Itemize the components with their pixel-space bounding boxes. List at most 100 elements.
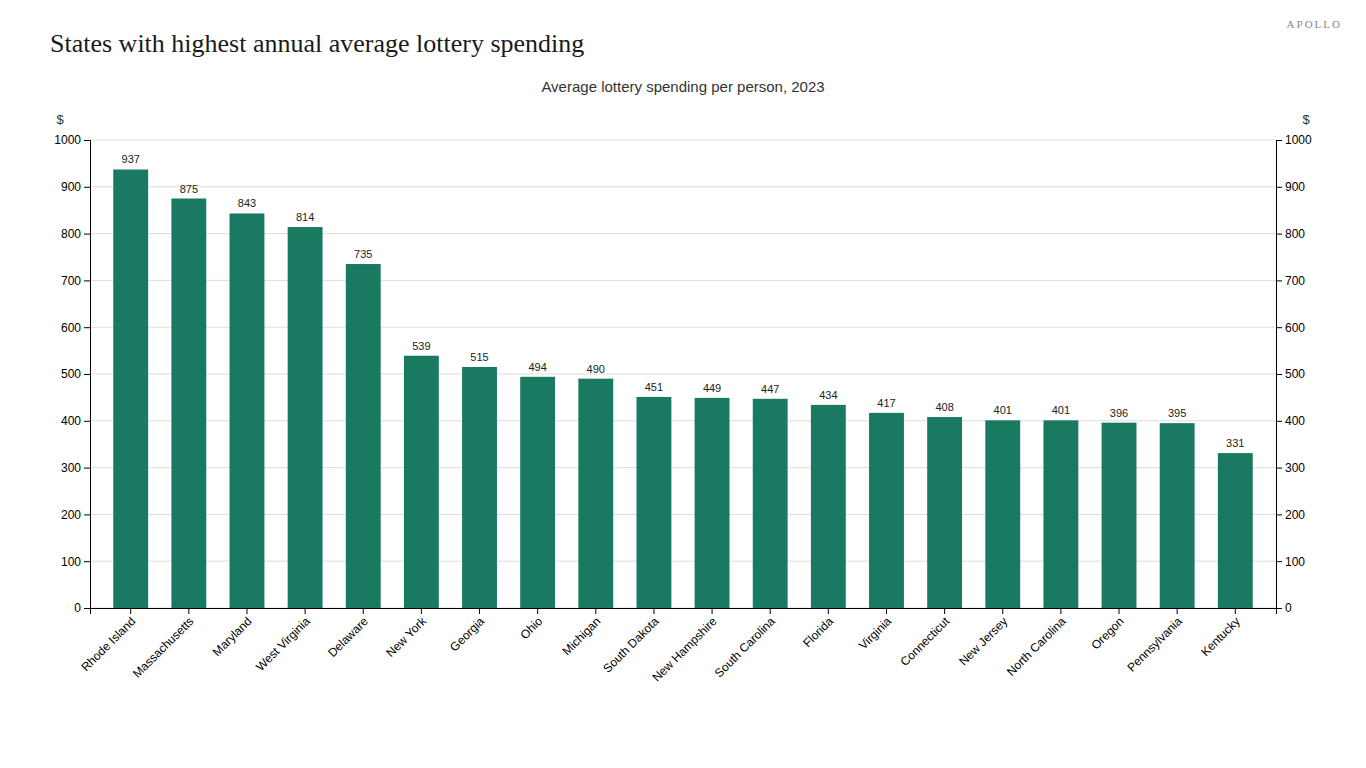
- x-tick: Virginia: [856, 608, 894, 652]
- y-tick-mark: [84, 421, 90, 422]
- data-label: 401: [1052, 404, 1070, 416]
- data-label: 843: [238, 197, 256, 209]
- y-tick-label: 300: [61, 461, 81, 475]
- y2-tick-label: 1000: [1285, 133, 1312, 147]
- bar: [1160, 423, 1195, 608]
- x-tick-mark: [1002, 608, 1003, 614]
- grid-line: [90, 327, 1276, 328]
- y-tick: 700: [61, 274, 90, 288]
- grid-line: [90, 514, 1276, 515]
- y-axis-title: $: [56, 112, 64, 127]
- bar: [869, 413, 904, 608]
- grid-line: [90, 420, 1276, 421]
- x-tick: West Virginia: [253, 608, 313, 674]
- x-tick-label: New Hampshire: [649, 614, 719, 684]
- x-tick: Ohio: [517, 608, 545, 642]
- y2-axis-title: $: [1302, 112, 1310, 127]
- grid-line: [90, 140, 1276, 141]
- x-axis: Rhode IslandMassachusetts MarylandWest Vi…: [78, 608, 1276, 684]
- y-tick-label: 600: [61, 321, 81, 335]
- grid-line: [90, 374, 1276, 375]
- y-tick: 900: [61, 180, 90, 194]
- grid-line: [90, 561, 1276, 562]
- bar: [753, 399, 788, 608]
- y-tick: 300: [61, 461, 90, 475]
- grid-line: [90, 186, 1276, 187]
- y-tick-mark: [84, 140, 90, 141]
- x-tick: Connecticut: [898, 608, 953, 669]
- data-label: 434: [819, 389, 837, 401]
- x-tick: Georgia: [447, 608, 487, 654]
- y-tick-label: 1000: [54, 133, 81, 147]
- data-label: 417: [877, 397, 895, 409]
- x-tick-mark: [1177, 608, 1178, 614]
- x-tick-mark: [944, 608, 945, 614]
- y2-tick-mark: [1276, 187, 1282, 188]
- y-tick-mark: [84, 514, 90, 515]
- grid-line: [90, 280, 1276, 281]
- data-label: 408: [935, 401, 953, 413]
- y2-tick-mark: [1276, 140, 1282, 141]
- x-tick-label: Georgia: [447, 614, 487, 654]
- x-tick: South Carolina: [712, 608, 778, 680]
- title: States with highest annual average lotte…: [50, 29, 584, 58]
- x-tick-mark: [479, 608, 480, 614]
- bar: [346, 264, 381, 608]
- bar: [230, 213, 265, 608]
- bar: [636, 397, 671, 608]
- x-tick-label: Maryland: [210, 614, 255, 659]
- bar: [1102, 423, 1137, 608]
- y2-tick-mark: [1276, 234, 1282, 235]
- x-tick-mark: [886, 608, 887, 614]
- x-tick: Michigan: [560, 608, 604, 658]
- y-tick-label: 0: [74, 601, 81, 615]
- x-tick: Rhode Island: [78, 608, 138, 674]
- bar: [404, 356, 439, 608]
- x-tick-label: Ohio: [517, 614, 545, 642]
- x-tick-label: Delaware: [325, 614, 371, 660]
- x-tick-label: West Virginia: [253, 614, 313, 674]
- y-axis: 0 100 200 300 400 500 600 700 800 900 1000: [54, 133, 90, 615]
- y-tick-label: 400: [61, 414, 81, 428]
- y-tick: 100: [61, 555, 90, 569]
- y2-tick-label: 900: [1285, 180, 1305, 194]
- y-tick-label: 200: [61, 508, 81, 522]
- data-label: 539: [412, 340, 430, 352]
- x-tick-mark: [421, 608, 422, 614]
- x-tick-label: Massachusetts: [130, 614, 197, 681]
- y2-tick-mark: [1276, 421, 1282, 422]
- x-tick-label: Kentucky: [1198, 614, 1243, 659]
- x-tick: New Hampshire: [649, 608, 719, 684]
- data-label: 937: [122, 153, 140, 165]
- data-label: 735: [354, 248, 372, 260]
- y2-tick-label: 600: [1285, 321, 1305, 335]
- y2-tick-mark: [1276, 280, 1282, 281]
- y-tick: 800: [61, 227, 90, 241]
- x-tick: New Jersey: [956, 608, 1010, 668]
- x-tick: Massachusetts: [130, 608, 197, 681]
- y2-tick-label: 300: [1285, 461, 1305, 475]
- plot: Average lottery spending per person, 202…: [54, 78, 1312, 684]
- y-tick-mark: [84, 327, 90, 328]
- x-tick-label: Virginia: [856, 614, 894, 652]
- bar: [1218, 453, 1253, 608]
- x-axis-line: [91, 609, 1277, 615]
- data-label: 401: [994, 404, 1012, 416]
- x-tick-label: South Dakota: [600, 614, 662, 676]
- bar: [520, 377, 555, 608]
- y2-axis: 01002003004005006007008009001000: [1276, 133, 1312, 615]
- data-label: 449: [703, 382, 721, 394]
- data-label: 451: [645, 381, 663, 393]
- bar: [811, 405, 846, 608]
- y2-tick: 900: [1276, 180, 1305, 194]
- y2-tick: 300: [1276, 461, 1305, 475]
- data-label: 494: [528, 361, 546, 373]
- y2-tick-mark: [1276, 608, 1282, 609]
- y2-tick-label: 500: [1285, 367, 1305, 381]
- x-tick-mark: [363, 608, 364, 614]
- y-tick-mark: [84, 280, 90, 281]
- y-tick-label: 500: [61, 367, 81, 381]
- y2-tick-mark: [1276, 514, 1282, 515]
- x-tick-mark: [130, 608, 131, 614]
- y2-tick: 1000: [1276, 133, 1312, 147]
